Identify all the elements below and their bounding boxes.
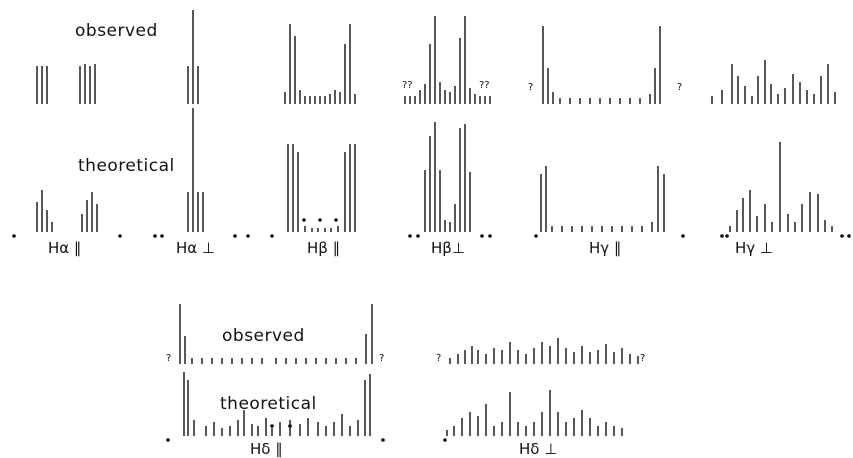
- component-dot: [840, 234, 844, 238]
- uncertain-mark: ?: [640, 353, 645, 364]
- component-dot: [334, 218, 338, 222]
- component-dot: [381, 438, 385, 442]
- theoretical-label-bottom: theoretical: [220, 394, 317, 414]
- group-label-hd-perpendicular: Hδ ⊥: [519, 440, 558, 458]
- uncertain-mark: ?: [436, 353, 441, 364]
- component-dot: [725, 234, 729, 238]
- group-label-hd-parallel: Hδ ∥: [250, 440, 283, 458]
- group-label-hg-perpendicular: Hγ ⊥: [735, 239, 773, 257]
- uncertain-mark: ?: [528, 82, 533, 93]
- uncertain-mark: ?: [379, 353, 384, 364]
- component-dot: [720, 234, 724, 238]
- group-label-hb-perpendicular: Hβ⊥: [431, 239, 465, 257]
- component-dot: [270, 424, 274, 428]
- component-dot: [443, 438, 447, 442]
- component-dot: [488, 234, 492, 238]
- component-dot: [847, 234, 851, 238]
- component-dot: [534, 234, 538, 238]
- component-dot: [302, 218, 306, 222]
- component-dot: [681, 234, 685, 238]
- group-label-hb-parallel: Hβ ∥: [307, 239, 341, 257]
- component-dot: [408, 234, 412, 238]
- component-dot: [118, 234, 122, 238]
- uncertain-mark: ?: [166, 353, 171, 364]
- component-dot: [480, 234, 484, 238]
- component-dot: [233, 234, 237, 238]
- component-dot: [246, 234, 250, 238]
- group-label-hg-parallel: Hγ ∥: [589, 239, 622, 257]
- group-label-ha-perpendicular: Hα ⊥: [176, 239, 216, 257]
- component-dot: [416, 234, 420, 238]
- theoretical-row-bottom: [166, 372, 623, 442]
- theoretical-label-top: theoretical: [78, 156, 175, 176]
- observed-label-top: observed: [75, 21, 158, 41]
- component-dot: [288, 424, 292, 428]
- component-dot: [12, 234, 16, 238]
- uncertain-mark: ?: [677, 82, 682, 93]
- component-dot: [160, 234, 164, 238]
- observed-row-top: [36, 10, 836, 104]
- uncertain-mark: ??: [402, 80, 413, 91]
- component-dot: [166, 438, 170, 442]
- uncertain-mark: ??: [479, 80, 490, 91]
- component-dot: [270, 234, 274, 238]
- group-label-ha-parallel: Hα ∥: [48, 239, 82, 257]
- theoretical-row-top: [12, 108, 851, 238]
- observed-row-bottom: [179, 304, 639, 364]
- component-dot: [153, 234, 157, 238]
- observed-label-bottom: observed: [222, 326, 305, 346]
- uncertain-marks: ??????????: [166, 80, 682, 364]
- component-dot: [318, 218, 322, 222]
